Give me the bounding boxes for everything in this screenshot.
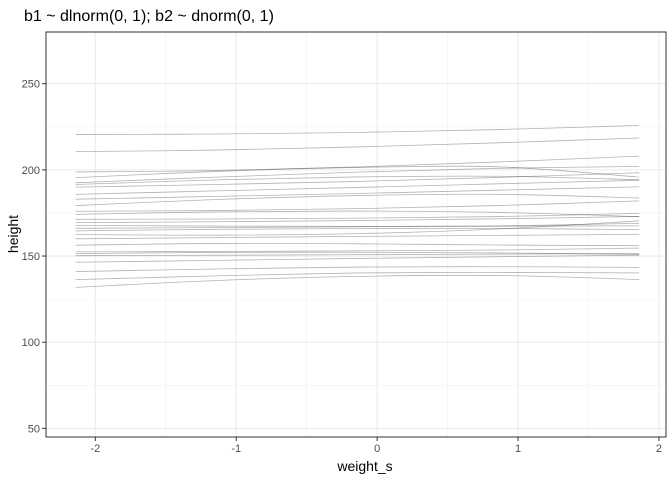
y-axis-title: height [5, 215, 21, 253]
prior-line-11 [75, 200, 640, 212]
prior-line-22 [75, 251, 640, 255]
x-axis: -2 -1 0 1 2 [90, 437, 662, 455]
y-tick-label: 100 [22, 337, 40, 349]
prior-line-21 [75, 247, 640, 253]
prior-line-8 [75, 179, 640, 195]
prior-line-24 [75, 254, 640, 263]
prior-line-16 [75, 225, 640, 229]
prior-line-7 [75, 172, 640, 188]
prior-line-15 [75, 222, 640, 227]
prior-line-26 [75, 272, 640, 281]
x-tick-label: 1 [515, 443, 521, 455]
chart-title: b1 ~ dlnorm(0, 1); b2 ~ dnorm(0, 1) [24, 8, 274, 25]
prior-line-27 [75, 274, 640, 288]
prior-line-14 [75, 216, 640, 224]
prior-line-23 [75, 253, 640, 257]
x-tick-label: -1 [231, 443, 241, 455]
y-tick-label: 50 [28, 423, 40, 435]
y-tick-label: 150 [22, 251, 40, 263]
prior-line-18 [75, 220, 640, 236]
prior-line-20 [75, 242, 640, 247]
prior-line-17 [75, 227, 640, 232]
prior-line-3 [75, 155, 640, 173]
prior-line-10 [75, 193, 640, 206]
prior-line-19 [75, 233, 640, 240]
prior-line-13 [75, 212, 640, 220]
prior-lines [75, 125, 640, 288]
minor-grid [46, 32, 666, 437]
prior-line-9 [75, 186, 640, 200]
x-tick-label: 0 [374, 443, 380, 455]
prior-line-5 [75, 166, 640, 184]
y-axis: 50 100 150 200 250 [22, 79, 46, 435]
prior-line-25 [75, 266, 640, 272]
prior-line-1 [75, 125, 640, 135]
major-grid [46, 32, 666, 437]
prior-line-2 [75, 137, 640, 152]
x-tick-label: 2 [656, 443, 662, 455]
x-tick-label: -2 [90, 443, 100, 455]
x-axis-title: weight_s [336, 458, 392, 474]
prior-line-12 [75, 210, 640, 217]
y-tick-label: 200 [22, 165, 40, 177]
prior-line-4 [75, 165, 640, 179]
prior-line-6 [75, 175, 640, 185]
panel-border [45, 31, 667, 438]
y-tick-label: 250 [22, 79, 40, 91]
panel-background [46, 32, 666, 437]
